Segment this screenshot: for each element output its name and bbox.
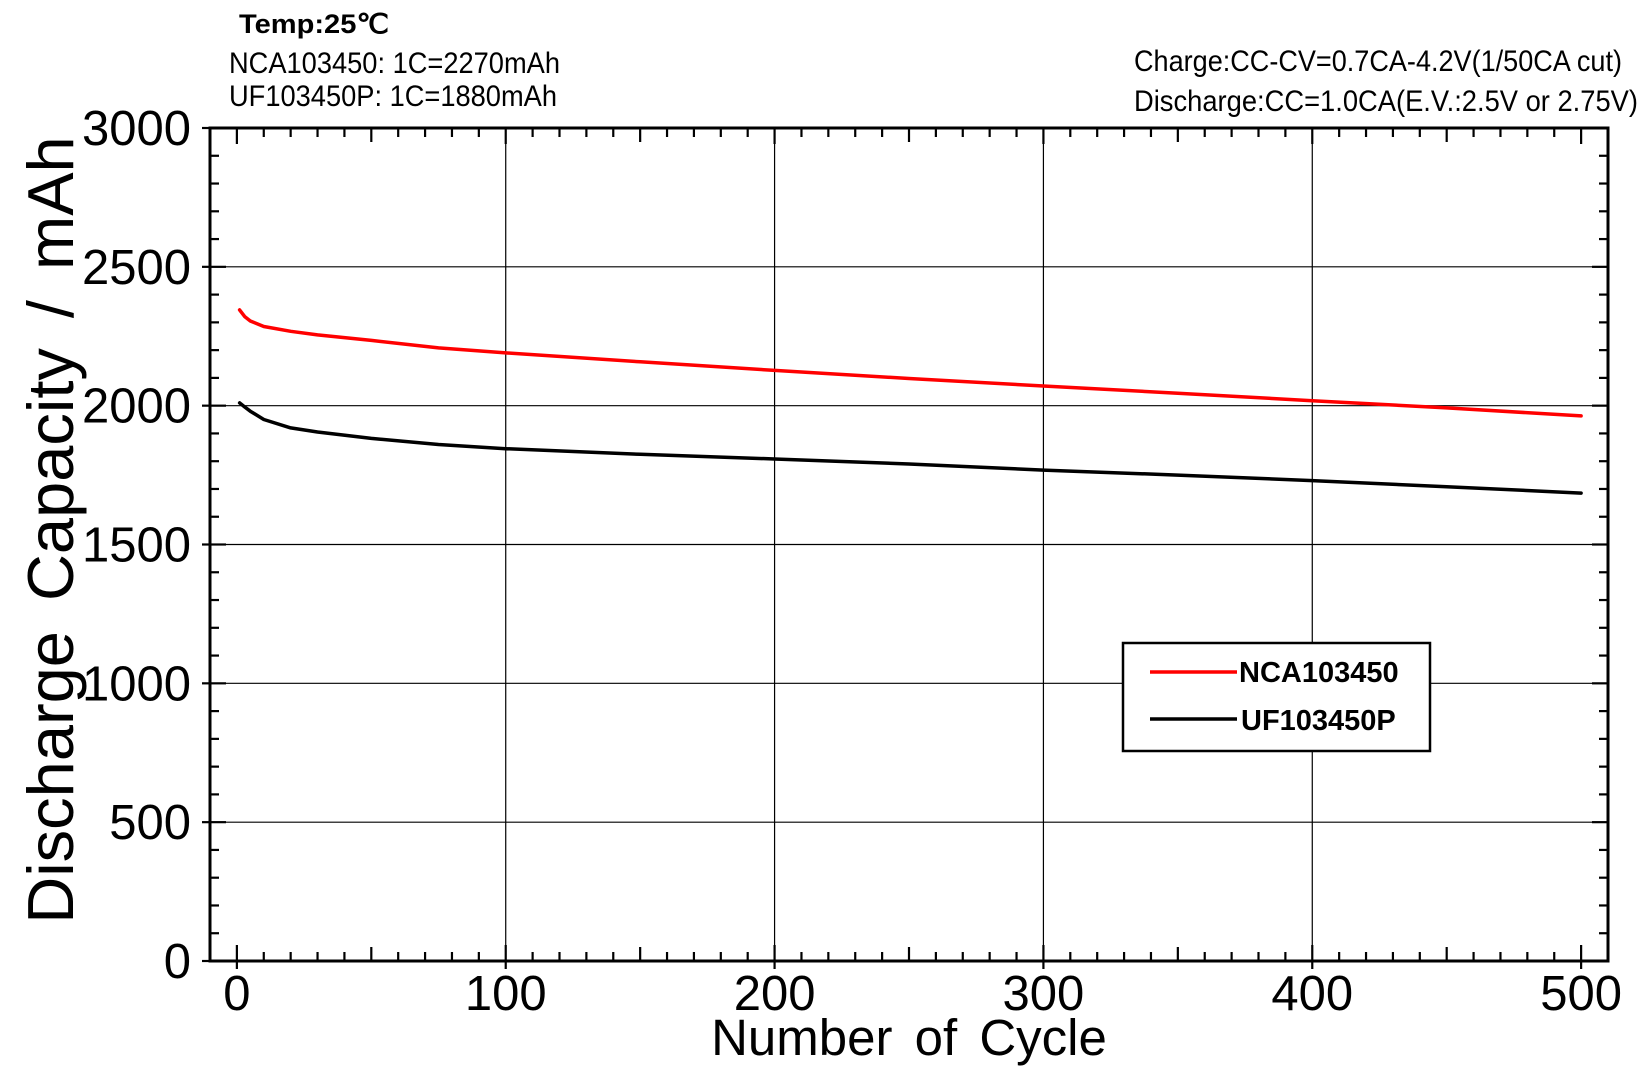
series-layer [237, 308, 1583, 495]
uf-capacity-note: UF103450P: 1C=1880mAh [229, 80, 557, 113]
y-tick-label: 1000 [82, 657, 191, 711]
series-line-nca103450 [237, 308, 1583, 418]
plot-frame [208, 126, 1610, 963]
series-line-uf103450p [237, 401, 1583, 495]
x-axis-label: Number of Cycle [711, 1009, 1107, 1066]
y-tick-label: 0 [164, 935, 191, 989]
tick-label-layer: 0 100 200 300 400 500 0 500 1000 1500 2000 2500 3000 [82, 102, 1622, 1021]
x-tick-label: 500 [1540, 967, 1622, 1021]
x-tick-label: 400 [1271, 967, 1353, 1021]
y-tick-label: 3000 [82, 102, 191, 156]
x-tick-label: 200 [734, 967, 816, 1021]
y-tick-label: 500 [109, 796, 191, 850]
y-tick-label: 1500 [82, 519, 191, 573]
x-tick-label: 100 [465, 967, 547, 1021]
discharge-condition-note: Discharge:CC=1.0CA(E.V.:2.5V or 2.75V) [1134, 85, 1638, 118]
x-tick-label: 0 [223, 967, 250, 1021]
legend-label-nca103450: NCA103450 [1239, 657, 1399, 689]
temperature-note: Temp:25℃ [239, 9, 389, 39]
legend-box [1121, 641, 1432, 753]
legend-label-uf103450p: UF103450P [1241, 705, 1396, 737]
legend: NCA103450 UF103450P [1121, 641, 1432, 753]
x-tick-label: 300 [1003, 967, 1085, 1021]
grid-layer [210, 128, 1608, 961]
nca-capacity-note: NCA103450: 1C=2270mAh [229, 47, 560, 80]
charge-condition-note: Charge:CC-CV=0.7CA-4.2V(1/50CA cut) [1134, 45, 1622, 78]
y-tick-label: 2500 [82, 241, 191, 295]
y-tick-label: 2000 [82, 380, 191, 434]
y-axis-label: Discharge Capacity / mAh [14, 136, 87, 923]
tick-layer [202, 126, 1608, 969]
